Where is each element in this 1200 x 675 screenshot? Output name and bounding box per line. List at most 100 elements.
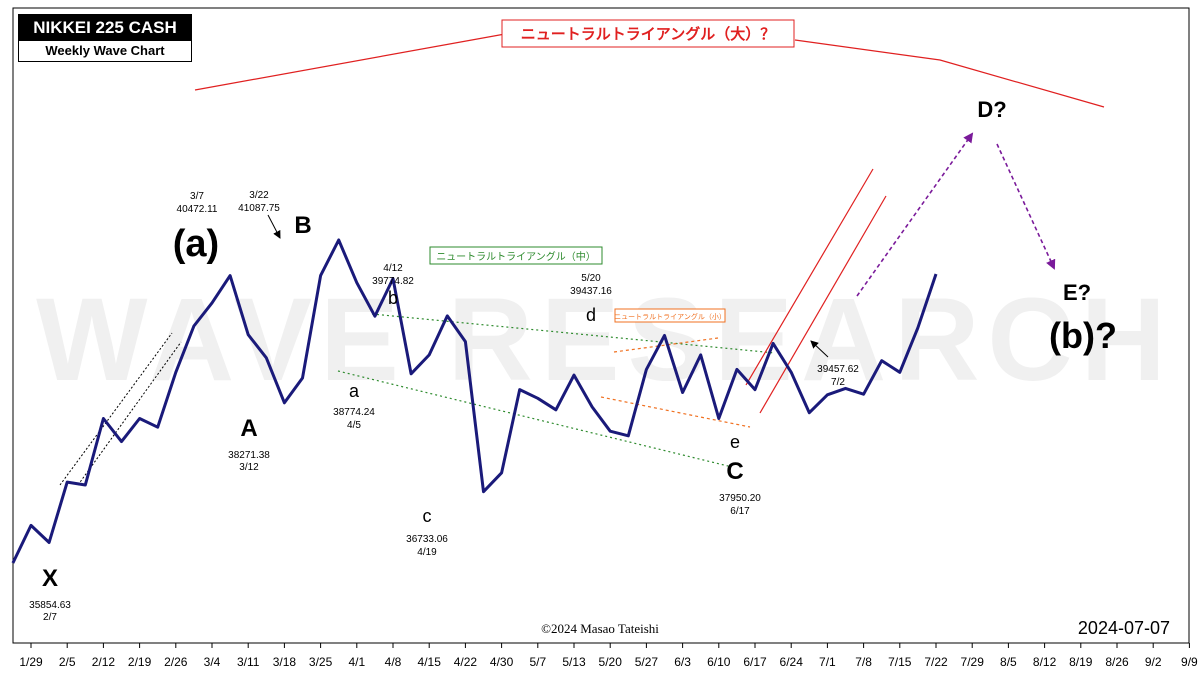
projection-label-d: D? (977, 97, 1006, 122)
projection-label-e: E? (1063, 280, 1091, 305)
pivot-value-d-lower: 39437.16 (570, 286, 612, 297)
triangle-mid-label-box (429, 246, 603, 265)
wave-label-c-upper: C (726, 458, 743, 485)
wave-label-d-lower: d (586, 305, 596, 325)
pivot-date-c-lower: 4/19 (417, 547, 437, 558)
pivot-value-b-lower: 39774.82 (372, 276, 414, 287)
pivot-x: X 35854.63 2/7 (29, 565, 71, 623)
title-box: NIKKEI 225 CASH Weekly Wave Chart (18, 14, 192, 62)
wave-label-a-lower: a (349, 381, 360, 401)
x-tick-label: 2/19 (128, 655, 152, 669)
x-tick-label: 8/19 (1069, 655, 1093, 669)
x-tick-label: 8/26 (1105, 655, 1129, 669)
wave-label-a-upper: A (240, 415, 257, 442)
wave-label-b-lower: b (388, 288, 398, 308)
x-tick-label: 6/17 (743, 655, 767, 669)
pivot-value-x: 35854.63 (29, 600, 71, 611)
pivot-c-upper: C 37950.20 6/17 (719, 458, 761, 517)
chart-subtitle: Weekly Wave Chart (45, 43, 165, 58)
x-tick-label: 7/1 (819, 655, 836, 669)
triangle-large-line-right (794, 39, 1105, 108)
x-tick-label: 5/7 (529, 655, 546, 669)
pivot-value-a-lower: 38774.24 (333, 407, 375, 418)
pivot-value-c-upper: 37950.20 (719, 493, 761, 504)
x-tick-label: 7/15 (888, 655, 912, 669)
triangle-mid-label: ニュートラルトライアングル（中） (436, 250, 596, 263)
x-tick-label: 5/20 (599, 655, 623, 669)
x-tick-label: 4/30 (490, 655, 514, 669)
x-tick-label: 8/5 (1000, 655, 1017, 669)
x-tick-label: 2/5 (59, 655, 76, 669)
date-stamp: 2024-07-07 (1078, 618, 1170, 638)
projection-arrow-d (856, 132, 974, 297)
pivot-d-lower: 5/20 39437.16 d (570, 273, 612, 325)
triangle-large-label: ニュートラルトライアングル（大）？ (521, 25, 775, 43)
x-tick-label: 2/12 (92, 655, 116, 669)
pivot-e-lower: e (730, 432, 740, 452)
pivot-value-b-upper: 41087.75 (238, 203, 280, 214)
x-tick-label: 4/15 (418, 655, 442, 669)
pivot-jul2: 39457.62 7/2 (817, 364, 859, 388)
pivot-value-c-lower: 36733.06 (406, 534, 448, 545)
pivot-b-lower: 4/12 39774.82 b (372, 263, 414, 308)
pivot-value-jul2: 39457.62 (817, 364, 859, 375)
projection-arrow-e (996, 143, 1056, 270)
pointer-arrow-jul2 (810, 340, 829, 358)
x-tick-label: 4/1 (348, 655, 365, 669)
x-tick-label: 9/9 (1181, 655, 1198, 669)
x-tick-label: 3/11 (237, 655, 260, 669)
pointer-arrow-b (267, 214, 281, 239)
triangle-small-label-box (614, 308, 726, 323)
x-tick-label: 5/13 (562, 655, 586, 669)
x-axis: 1/29 2/5 2/12 2/19 2/26 3/4 3/11 3/18 3/25 4/1 4/8… (13, 642, 1198, 669)
x-tick-label: 3/18 (273, 655, 297, 669)
pivot-date-a-upper: 3/12 (239, 462, 259, 473)
projection-label-b: (b)? (1049, 315, 1117, 356)
copyright: ©2024 Masao Tateishi (541, 621, 659, 636)
channel-lower (759, 195, 887, 414)
wave-label-e-lower: e (730, 432, 740, 452)
pivot-date-b-upper: 3/22 (249, 190, 269, 201)
pivot-b-upper: 3/22 41087.75 B (238, 190, 312, 239)
pivot-date-jul2: 7/2 (831, 377, 845, 388)
x-tick-label: 8/12 (1033, 655, 1057, 669)
pivot-date-a-lower: 4/5 (347, 420, 361, 431)
wave-label-x: X (42, 565, 58, 592)
pivot-a-upper: A 38271.38 3/12 (228, 415, 270, 473)
triangle-small-label: ニュートラルトライアングル（小） (614, 312, 726, 321)
triangle-small-lower (600, 396, 751, 428)
pivot-a-paren: 3/7 40472.11 (a) (173, 191, 219, 265)
wave-label-a-paren: (a) (173, 223, 219, 265)
pivot-c-lower: c 36733.06 4/19 (406, 506, 448, 558)
pivot-date-a-paren: 3/7 (190, 191, 204, 202)
triangle-large-line (194, 33, 506, 91)
pivot-a-lower: a 38774.24 4/5 (333, 381, 375, 431)
x-tick-label: 7/22 (924, 655, 948, 669)
x-tick-label: 4/22 (454, 655, 478, 669)
pivot-date-d-lower: 5/20 (581, 273, 601, 284)
triangle-mid-lower (337, 370, 729, 467)
x-tick-label: 7/29 (961, 655, 985, 669)
pivot-value-a-upper: 38271.38 (228, 450, 270, 461)
chart-title: NIKKEI 225 CASH (19, 15, 191, 41)
x-tick-label: 6/3 (674, 655, 691, 669)
pivot-date-b-lower: 4/12 (383, 263, 403, 274)
pivot-date-x: 2/7 (43, 612, 57, 623)
x-tick-label: 3/4 (204, 655, 221, 669)
pivot-value-a-paren: 40472.11 (177, 204, 218, 215)
triangle-large-label-box (501, 19, 795, 48)
x-tick-label: 2/26 (164, 655, 188, 669)
x-tick-label: 9/2 (1145, 655, 1162, 669)
pivot-date-c-upper: 6/17 (730, 506, 750, 517)
x-tick-label: 7/8 (855, 655, 872, 669)
x-tick-label: 6/24 (780, 655, 804, 669)
x-tick-label: 1/29 (19, 655, 43, 669)
watermark: WAVE RESEARCH (36, 274, 1174, 406)
wave-label-b-upper: B (294, 212, 311, 239)
price-series-line (11, 238, 938, 564)
wedge-upper (59, 332, 173, 486)
wedge-lower (77, 341, 182, 486)
x-tick-label: 3/25 (309, 655, 333, 669)
